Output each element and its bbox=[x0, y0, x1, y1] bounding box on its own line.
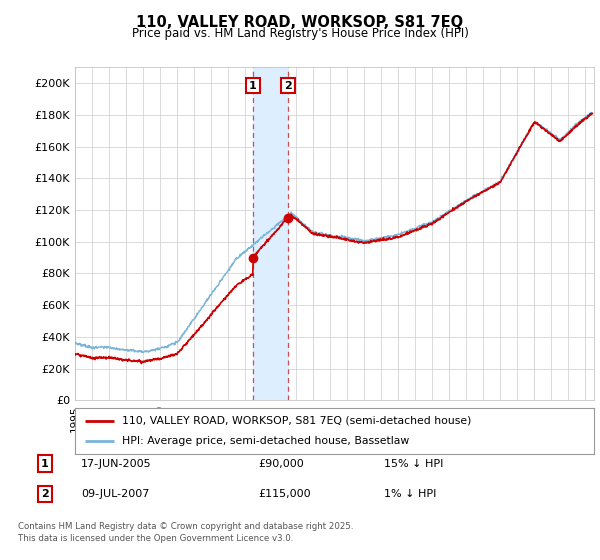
Text: 09-JUL-2007: 09-JUL-2007 bbox=[81, 489, 149, 499]
Text: 1: 1 bbox=[249, 81, 257, 91]
Text: £90,000: £90,000 bbox=[258, 459, 304, 469]
Text: 17-JUN-2005: 17-JUN-2005 bbox=[81, 459, 152, 469]
Text: 110, VALLEY ROAD, WORKSOP, S81 7EQ: 110, VALLEY ROAD, WORKSOP, S81 7EQ bbox=[136, 15, 464, 30]
Text: £115,000: £115,000 bbox=[258, 489, 311, 499]
Text: 1% ↓ HPI: 1% ↓ HPI bbox=[384, 489, 436, 499]
Bar bbox=[253, 67, 288, 400]
Text: 2: 2 bbox=[284, 81, 292, 91]
Text: 15% ↓ HPI: 15% ↓ HPI bbox=[384, 459, 443, 469]
Text: HPI: Average price, semi-detached house, Bassetlaw: HPI: Average price, semi-detached house,… bbox=[122, 436, 409, 446]
Text: Contains HM Land Registry data © Crown copyright and database right 2025.
This d: Contains HM Land Registry data © Crown c… bbox=[18, 522, 353, 543]
Text: 2: 2 bbox=[41, 489, 49, 499]
Text: 110, VALLEY ROAD, WORKSOP, S81 7EQ (semi-detached house): 110, VALLEY ROAD, WORKSOP, S81 7EQ (semi… bbox=[122, 416, 471, 426]
Text: 1: 1 bbox=[41, 459, 49, 469]
Text: Price paid vs. HM Land Registry's House Price Index (HPI): Price paid vs. HM Land Registry's House … bbox=[131, 27, 469, 40]
